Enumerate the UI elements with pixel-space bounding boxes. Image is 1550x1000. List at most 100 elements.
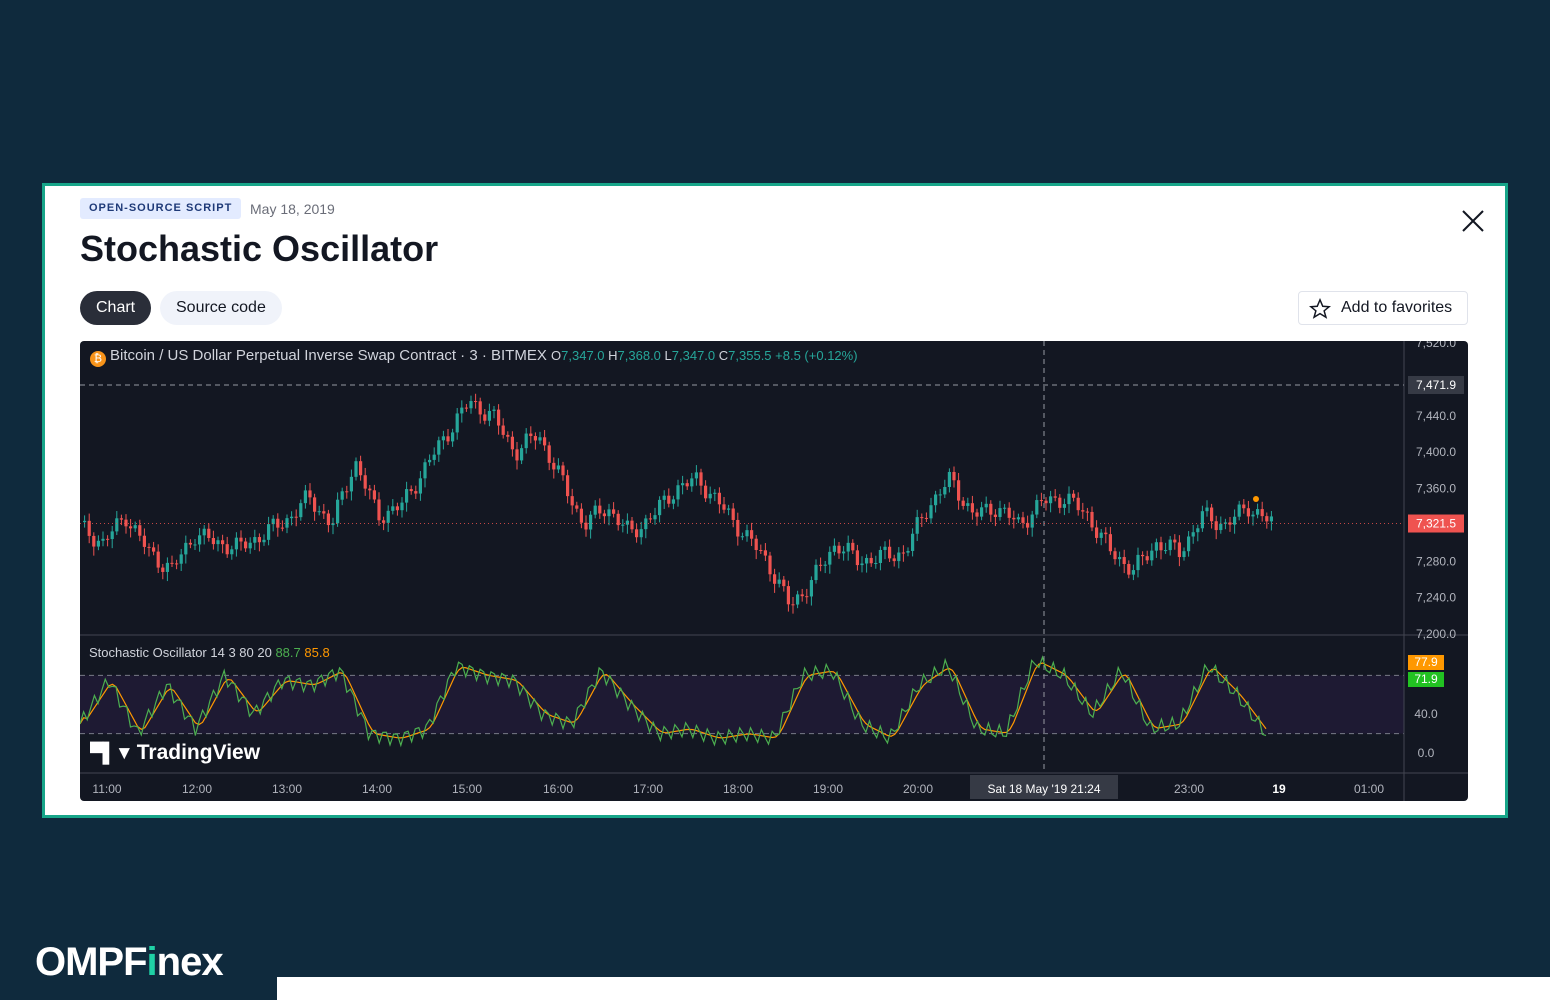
candle-body xyxy=(216,540,220,545)
candle-body xyxy=(418,478,422,494)
time-tick-label: 23:00 xyxy=(1174,782,1204,796)
candle-body xyxy=(915,517,919,534)
candle-body xyxy=(423,462,427,479)
candle-body xyxy=(736,519,740,537)
candle-body xyxy=(750,530,754,539)
candle-body xyxy=(395,506,399,511)
chart-canvas[interactable]: 7,520.0 7,440.0 7,400.0 7,360.0 7,280.0 7,240… xyxy=(80,341,1468,801)
candle-body xyxy=(1067,493,1071,505)
candle-body xyxy=(561,465,565,476)
candle-body xyxy=(648,518,652,520)
candle-body xyxy=(239,537,243,542)
candle-body xyxy=(1205,507,1209,512)
candle-body xyxy=(1122,557,1126,565)
stochastic-k-badge xyxy=(1408,672,1444,687)
bitcoin-icon: ₿ xyxy=(90,351,106,367)
candle-body xyxy=(156,551,160,568)
candle-body xyxy=(469,401,473,409)
candle-body xyxy=(170,562,174,564)
candle-body xyxy=(409,489,413,492)
candle-body xyxy=(975,512,979,517)
candle-body xyxy=(1081,510,1085,512)
candle-body xyxy=(165,562,169,572)
candle-body xyxy=(1076,497,1080,511)
candle-body xyxy=(667,495,671,504)
close-button[interactable] xyxy=(1458,206,1488,236)
candle-body xyxy=(957,480,961,501)
add-to-favorites-button[interactable]: Add to favorites xyxy=(1298,291,1468,325)
candle-body xyxy=(1223,522,1227,524)
candle-body xyxy=(483,414,487,421)
candle-body xyxy=(566,475,570,497)
candle-body xyxy=(630,520,634,530)
candle-body xyxy=(221,540,225,545)
candle-body xyxy=(828,551,832,565)
candle-body xyxy=(262,539,266,543)
candle-body xyxy=(920,517,924,519)
candle-body xyxy=(690,478,694,487)
tab-chart[interactable]: Chart xyxy=(80,291,152,325)
candle-body xyxy=(837,545,841,554)
candle-body xyxy=(345,491,349,493)
candle-body xyxy=(147,546,151,548)
candle-body xyxy=(579,508,583,523)
candle-body xyxy=(515,449,519,461)
time-tick-label: 19:00 xyxy=(813,782,843,796)
candle-body xyxy=(455,413,459,433)
candle-body xyxy=(800,594,804,597)
candle-body xyxy=(602,513,606,517)
candle-body xyxy=(405,489,409,503)
candle-body xyxy=(906,550,910,553)
candle-body xyxy=(299,503,303,518)
candle-body xyxy=(970,503,974,513)
candle-body xyxy=(230,549,234,555)
candle-body xyxy=(754,538,758,551)
candle-body xyxy=(1210,507,1214,522)
candle-body xyxy=(782,579,786,587)
candle-body xyxy=(625,520,629,525)
candle-body xyxy=(570,496,574,506)
candle-body xyxy=(1118,557,1122,560)
candle-body xyxy=(441,436,445,441)
candle-body xyxy=(359,461,363,476)
open-value: 7,347.0 xyxy=(561,348,605,363)
candle-body xyxy=(487,410,491,421)
stochastic-tick-label: 0.0 xyxy=(1418,746,1435,760)
chart-area[interactable]: 7,520.0 7,440.0 7,400.0 7,360.0 7,280.0 7,240… xyxy=(80,341,1468,801)
high-label: H xyxy=(608,348,618,363)
candle-body xyxy=(110,531,114,540)
candle-body xyxy=(322,511,326,514)
time-tick-label: 19 xyxy=(1272,782,1286,796)
candle-body xyxy=(883,546,887,550)
tab-source-code[interactable]: Source code xyxy=(160,291,282,325)
candle-body xyxy=(901,552,905,554)
candle-body xyxy=(832,545,836,552)
candle-body xyxy=(699,472,703,486)
candle-body xyxy=(474,401,478,403)
candle-body xyxy=(621,524,625,526)
candle-body xyxy=(1173,539,1177,543)
candle-body xyxy=(1058,497,1062,508)
price-tick-label: 7,520.0 xyxy=(1416,341,1456,350)
candle-body xyxy=(980,507,984,517)
candle-body xyxy=(391,506,395,511)
candle-body xyxy=(1016,517,1020,520)
candle-body xyxy=(1200,511,1204,529)
candle-body xyxy=(1053,496,1057,498)
candle-body xyxy=(377,499,381,521)
candle-body xyxy=(924,517,928,519)
candle-body xyxy=(529,433,533,437)
candle-body xyxy=(87,520,91,536)
candle-body xyxy=(1026,522,1030,528)
close-value: 7,355.5 xyxy=(728,348,772,363)
price-tick-label: 7,200.0 xyxy=(1416,627,1456,641)
candle-body xyxy=(138,525,142,536)
candle-body xyxy=(1168,539,1172,551)
candle-body xyxy=(934,494,938,506)
candle-body xyxy=(1251,514,1255,517)
candle-body xyxy=(855,550,859,566)
candle-body xyxy=(538,437,542,441)
candle-body xyxy=(428,459,432,463)
candle-body xyxy=(414,491,418,494)
candle-body xyxy=(1035,500,1039,515)
